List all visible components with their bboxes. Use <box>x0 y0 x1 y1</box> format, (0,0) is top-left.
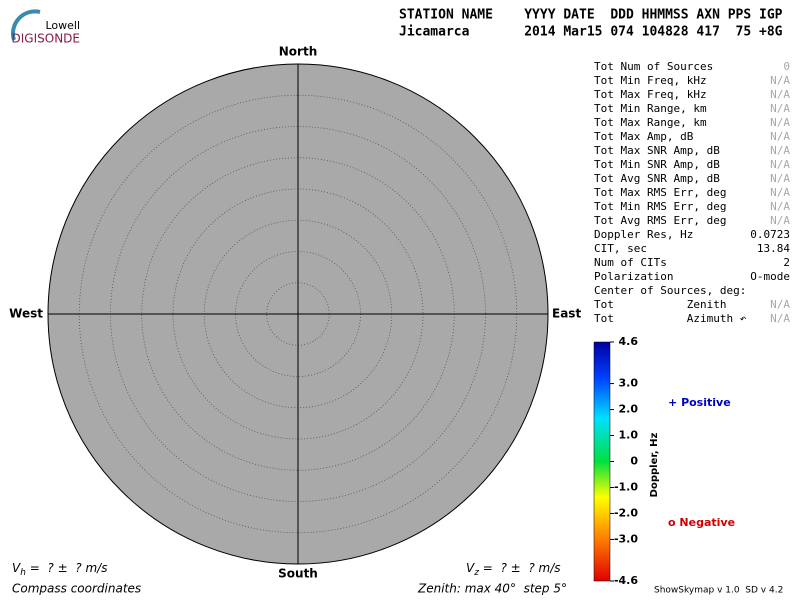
colorbar-tick-label: -1.0 <box>614 480 638 493</box>
stat-label: Tot Max Freq, kHz <box>594 88 707 101</box>
stat-value: N/A <box>770 102 790 115</box>
direction-south: South <box>278 567 318 581</box>
coords-note: Compass coordinates <box>12 582 141 596</box>
vz-symbol: V <box>466 561 475 575</box>
stat-label: Tot Avg RMS Err, deg <box>594 214 726 227</box>
vz: Vz = ? ± ? m/s <box>466 561 561 578</box>
stat-label: Tot Min Freq, kHz <box>594 74 707 87</box>
logo-swoosh <box>11 9 41 41</box>
logo-top: Lowell <box>45 19 80 32</box>
stat-label: Center of Sources, deg: <box>594 284 746 297</box>
colorbar-tick-label: -2.0 <box>614 506 638 519</box>
stat-label: Tot Max RMS Err, deg <box>594 186 726 199</box>
stat-value: 2 <box>783 256 790 269</box>
legend-symbol: o <box>668 516 676 529</box>
stat-value: N/A <box>770 298 790 311</box>
stat-label: Num of CITs <box>594 256 667 269</box>
vz-text: = ? ± ? m/s <box>479 561 561 575</box>
colorbar-tick-label: -4.6 <box>614 574 638 587</box>
stat-value: N/A <box>770 200 790 213</box>
direction-north: North <box>279 45 317 59</box>
stat-label: Polarization <box>594 270 673 283</box>
stat-label: Tot Max SNR Amp, dB <box>594 144 720 157</box>
stat-label: Tot Min RMS Err, deg <box>594 200 726 213</box>
legend-label: Positive <box>681 396 731 409</box>
stat-label: Tot Max Range, km <box>594 116 707 129</box>
zenith-note: Zenith: max 40° step 5° <box>417 582 567 596</box>
stat-value: O-mode <box>750 270 790 283</box>
stat-label: CIT, sec <box>594 242 647 255</box>
stat-label: Tot Min Range, km <box>594 102 707 115</box>
direction-west: West <box>9 307 43 321</box>
skymap <box>47 63 549 565</box>
stat-value: N/A <box>770 74 790 87</box>
stat-label: Tot Num of Sources <box>594 60 713 73</box>
direction-east: East <box>552 307 581 321</box>
colorbar-tick-label: 2.0 <box>619 403 639 416</box>
colorbar-tick-label: 4.6 <box>619 335 639 348</box>
version: ShowSkymap v 1.0 SD v 4.2 <box>654 586 783 596</box>
stat-value: 13.84 <box>757 242 790 255</box>
colorbar-tick-label: 1.0 <box>619 429 639 442</box>
stat-value: N/A <box>770 172 790 185</box>
stat-label: Tot Zenith <box>594 298 726 311</box>
stat-label: Tot Min SNR Amp, dB <box>594 158 720 171</box>
colorbar-tick-label: 3.0 <box>619 377 639 390</box>
colorbar-tick-label: 0 <box>630 455 638 468</box>
stat-value: N/A <box>770 186 790 199</box>
colorbar-tick-label: -3.0 <box>614 532 638 545</box>
stat-value: N/A <box>770 214 790 227</box>
legend-symbol: + <box>668 396 677 409</box>
colorbar-ticks: 4.6 3.0 2.0 1.0 0 -1.0 -2.0 -3.0 -4.6 <box>610 335 638 587</box>
legend-positive: + Positive <box>668 396 731 409</box>
vh-text: = ? ± ? m/s <box>26 561 108 575</box>
colorbar-title: Doppler, Hz <box>649 433 660 498</box>
stat-value: 0.0723 <box>750 228 790 241</box>
stat-value: N/A <box>770 116 790 129</box>
legend-negative: o Negative <box>668 516 735 529</box>
stat-label: Tot Max Amp, dB <box>594 130 694 143</box>
vh: Vh = ? ± ? m/s <box>12 561 107 578</box>
colorbar <box>593 341 611 582</box>
vz-sub: z <box>473 568 479 578</box>
stat-value: N/A <box>770 144 790 157</box>
stats-panel: Tot Num of Sources 0 Tot Min Freq, kHz N/A T… <box>594 60 790 325</box>
header-values: Jicamarca 2014 Mar15 074 104828 417 75 +… <box>399 25 783 40</box>
stat-value: 0 <box>783 60 790 73</box>
vh-sub: h <box>20 568 26 578</box>
stat-value: N/A <box>770 312 790 325</box>
stat-label: Tot Avg SNR Amp, dB <box>594 172 720 185</box>
legend-label: Negative <box>679 516 735 529</box>
stat-label: Doppler Res, Hz <box>594 228 693 241</box>
vh-symbol: V <box>12 561 21 575</box>
stat-value: N/A <box>770 130 790 143</box>
stat-label: Tot Azimuth ↶ <box>594 312 747 325</box>
logo-bottom: DIGISONDE <box>12 32 80 46</box>
header-labels: STATION NAME YYYY DATE DDD HHMMSS AXN PP… <box>399 8 783 23</box>
stat-value: N/A <box>770 158 790 171</box>
stat-value: N/A <box>770 88 790 101</box>
